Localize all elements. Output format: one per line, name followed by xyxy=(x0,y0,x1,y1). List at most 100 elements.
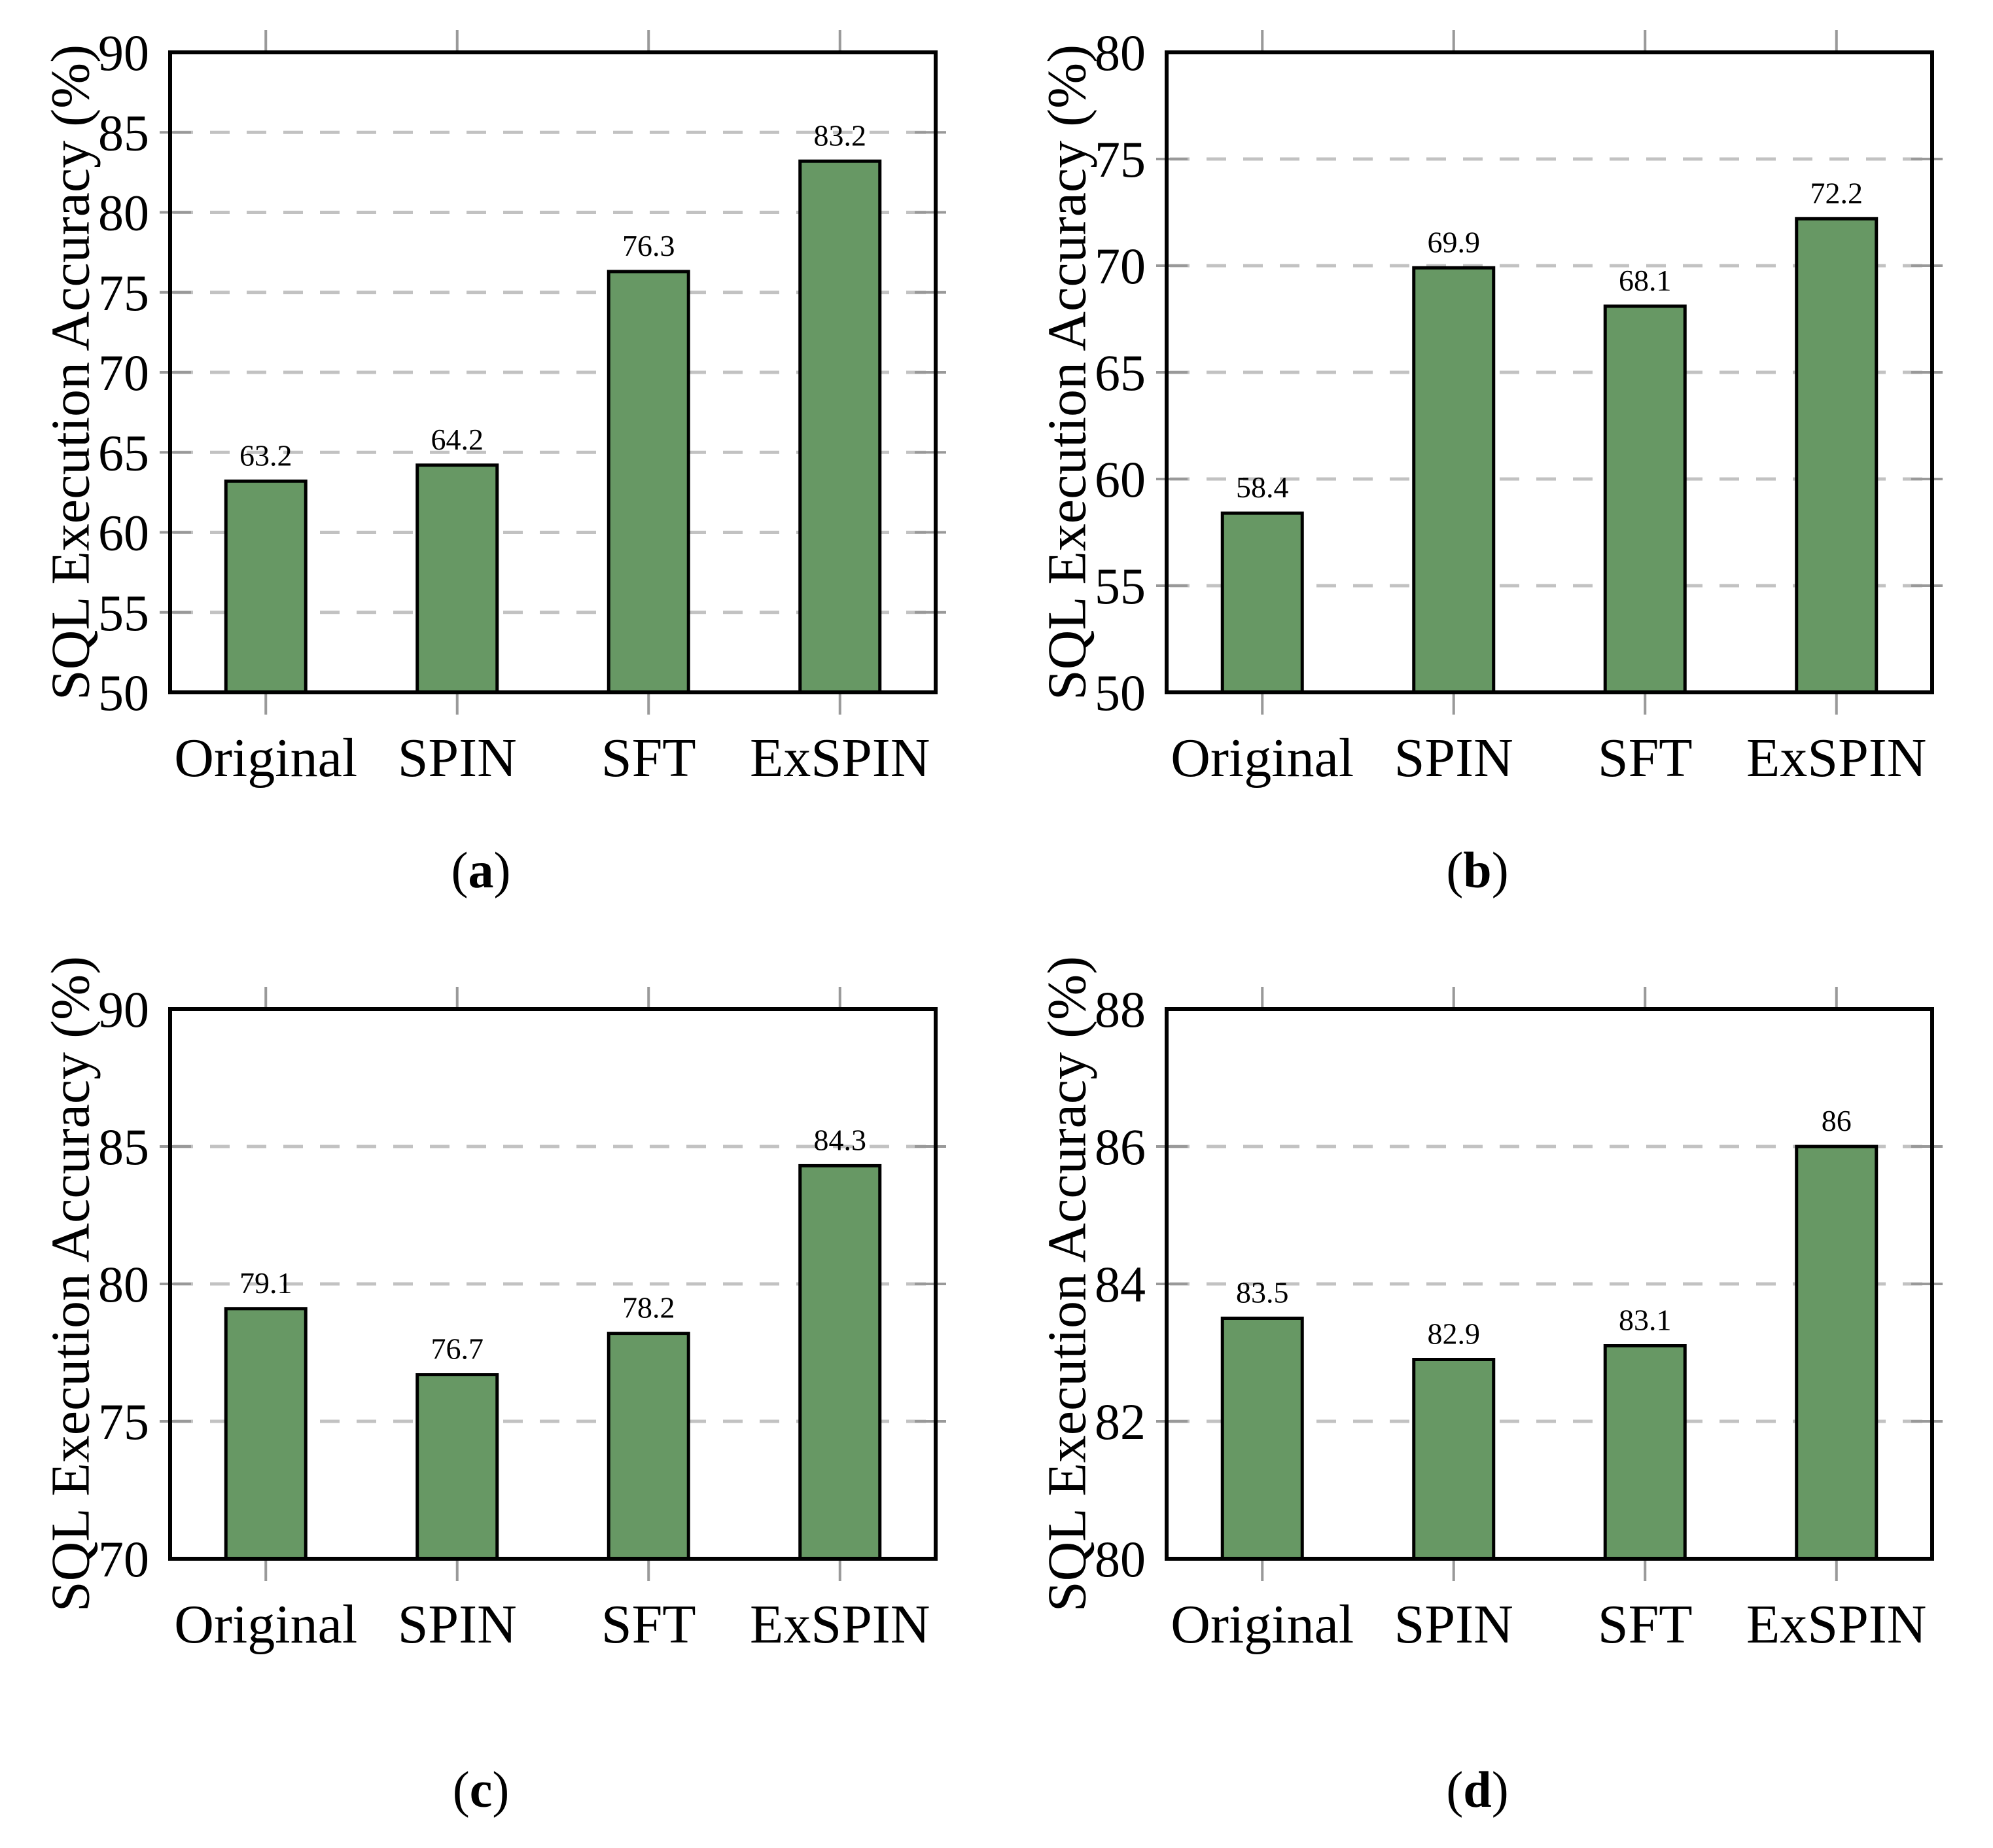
y-tick-label: 90 xyxy=(98,981,149,1038)
subfigure-d: SQL Execution Accuracy (%) Original 83.5 S… xyxy=(996,924,1993,1848)
bar-value-label: 68.1 xyxy=(1619,264,1672,297)
caption-paren-close: ) xyxy=(1491,1761,1509,1818)
x-category-label: Original xyxy=(174,1594,357,1655)
y-tick-label: 85 xyxy=(98,1118,149,1175)
bar-Original xyxy=(224,1307,308,1561)
bar-Original xyxy=(224,479,308,694)
y-tick-label: 70 xyxy=(98,344,149,401)
x-category-label: SPIN xyxy=(398,1594,517,1655)
y-tick-label: 80 xyxy=(1095,24,1146,81)
bar-value-label: 58.4 xyxy=(1236,471,1289,504)
y-tick-label: 65 xyxy=(1095,344,1146,401)
bar-SFT xyxy=(1603,304,1687,694)
subfigure-b-caption: (b) xyxy=(1085,841,1870,900)
x-category-label: Original xyxy=(174,728,357,789)
bar-value-label: 64.2 xyxy=(431,423,484,456)
bar-SPIN xyxy=(1412,266,1496,694)
y-tick-label: 75 xyxy=(98,264,149,321)
bar-SFT xyxy=(607,270,690,694)
y-tick-label: 50 xyxy=(1095,664,1146,721)
caption-paren-open: ( xyxy=(1446,1761,1464,1818)
y-tick-label: 82 xyxy=(1095,1393,1146,1450)
caption-letter: b xyxy=(1463,842,1492,898)
chart-d-canvas: Original 83.5 SPIN 82.9 SFT 83.1 ExSPIN 86 80 82 8… xyxy=(1095,981,1943,1655)
bar-value-label: 72.2 xyxy=(1810,176,1863,209)
bar-ExSPIN xyxy=(1795,1145,1878,1561)
bar-ExSPIN xyxy=(798,1164,882,1561)
x-category-label: ExSPIN xyxy=(750,728,930,789)
caption-paren-open: ( xyxy=(452,1761,470,1818)
caption-letter: d xyxy=(1463,1761,1492,1818)
caption-paren-open: ( xyxy=(1446,842,1464,898)
bar-value-label: 86 xyxy=(1822,1104,1852,1137)
subfigure-c-caption: (c) xyxy=(88,1760,873,1819)
bar-Original xyxy=(1220,1317,1304,1561)
y-tick-label: 90 xyxy=(98,24,149,81)
bar-value-label: 69.9 xyxy=(1428,225,1481,258)
bar-value-label: 79.1 xyxy=(239,1266,292,1300)
chart-c-canvas: Original 79.1 SPIN 76.7 SFT 78.2 ExSPIN 84.3 70 7… xyxy=(98,981,946,1655)
plot-border xyxy=(168,1007,938,1561)
y-tick-label: 75 xyxy=(98,1393,149,1450)
y-tick-label: 80 xyxy=(98,185,149,241)
x-category-label: SFT xyxy=(601,728,696,789)
bar-SPIN xyxy=(1412,1358,1496,1561)
caption-letter: c xyxy=(469,1761,493,1818)
chart-b-canvas: Original 58.4 SPIN 69.9 SFT 68.1 ExSPIN 72.2 50 5… xyxy=(1095,24,1943,789)
bar-SFT xyxy=(1603,1344,1687,1561)
bar-value-label: 76.3 xyxy=(622,229,675,262)
y-tick-label: 84 xyxy=(1095,1256,1146,1313)
y-tick-label: 80 xyxy=(98,1256,149,1313)
bar-ExSPIN xyxy=(1795,217,1878,694)
x-category-label: ExSPIN xyxy=(1746,1594,1926,1655)
x-category-label: SPIN xyxy=(1394,1594,1513,1655)
plot-border xyxy=(1165,50,1934,694)
caption-paren-close: ) xyxy=(493,842,511,898)
subfigure-a-caption: (a) xyxy=(88,841,873,900)
y-tick-label: 55 xyxy=(1095,558,1146,614)
x-category-label: Original xyxy=(1171,1594,1354,1655)
bar-value-label: 83.1 xyxy=(1619,1304,1672,1337)
bar-value-label: 83.5 xyxy=(1236,1276,1289,1309)
plot-border xyxy=(1165,1007,1934,1561)
plot-border xyxy=(168,50,938,694)
bar-value-label: 76.7 xyxy=(431,1332,484,1366)
x-category-label: SPIN xyxy=(398,728,517,789)
x-category-label: SFT xyxy=(601,1594,696,1655)
y-tick-label: 60 xyxy=(1095,451,1146,508)
bar-ExSPIN xyxy=(798,159,882,694)
x-category-label: SPIN xyxy=(1394,728,1513,789)
bar-value-label: 83.2 xyxy=(814,118,867,152)
y-tick-label: 85 xyxy=(98,104,149,161)
x-category-label: Original xyxy=(1171,728,1354,789)
bar-Original xyxy=(1220,511,1304,694)
subfigure-c: SQL Execution Accuracy (%) Original 79.1 S… xyxy=(0,924,996,1848)
x-category-label: SFT xyxy=(1598,728,1693,789)
y-tick-label: 65 xyxy=(98,424,149,481)
bar-SPIN xyxy=(415,463,499,694)
y-tick-label: 75 xyxy=(1095,131,1146,188)
y-tick-label: 86 xyxy=(1095,1118,1146,1175)
y-tick-label: 55 xyxy=(98,584,149,641)
y-tick-label: 70 xyxy=(98,1531,149,1588)
caption-paren-close: ) xyxy=(1491,842,1509,898)
bar-value-label: 63.2 xyxy=(239,438,292,472)
bar-SFT xyxy=(607,1332,690,1561)
x-category-label: ExSPIN xyxy=(750,1594,930,1655)
y-tick-label: 70 xyxy=(1095,238,1146,294)
x-category-label: SFT xyxy=(1598,1594,1693,1655)
y-tick-label: 88 xyxy=(1095,981,1146,1038)
bar-value-label: 82.9 xyxy=(1428,1317,1481,1351)
subfigure-d-caption: (d) xyxy=(1085,1760,1870,1819)
y-tick-label: 80 xyxy=(1095,1531,1146,1588)
caption-letter: a xyxy=(468,842,494,898)
subfigure-a: SQL Execution Accuracy (%) Original 63.2 S… xyxy=(0,0,996,924)
x-category-label: ExSPIN xyxy=(1746,728,1926,789)
bar-value-label: 78.2 xyxy=(622,1291,675,1324)
y-tick-label: 50 xyxy=(98,664,149,721)
bar-SPIN xyxy=(415,1373,499,1561)
y-tick-label: 60 xyxy=(98,505,149,561)
chart-a-canvas: Original 63.2 SPIN 64.2 SFT 76.3 ExSPIN 83.2 50 5… xyxy=(98,24,946,789)
caption-paren-open: ( xyxy=(451,842,468,898)
subfigure-b: SQL Execution Accuracy (%) Original 58.4 S… xyxy=(996,0,1993,924)
